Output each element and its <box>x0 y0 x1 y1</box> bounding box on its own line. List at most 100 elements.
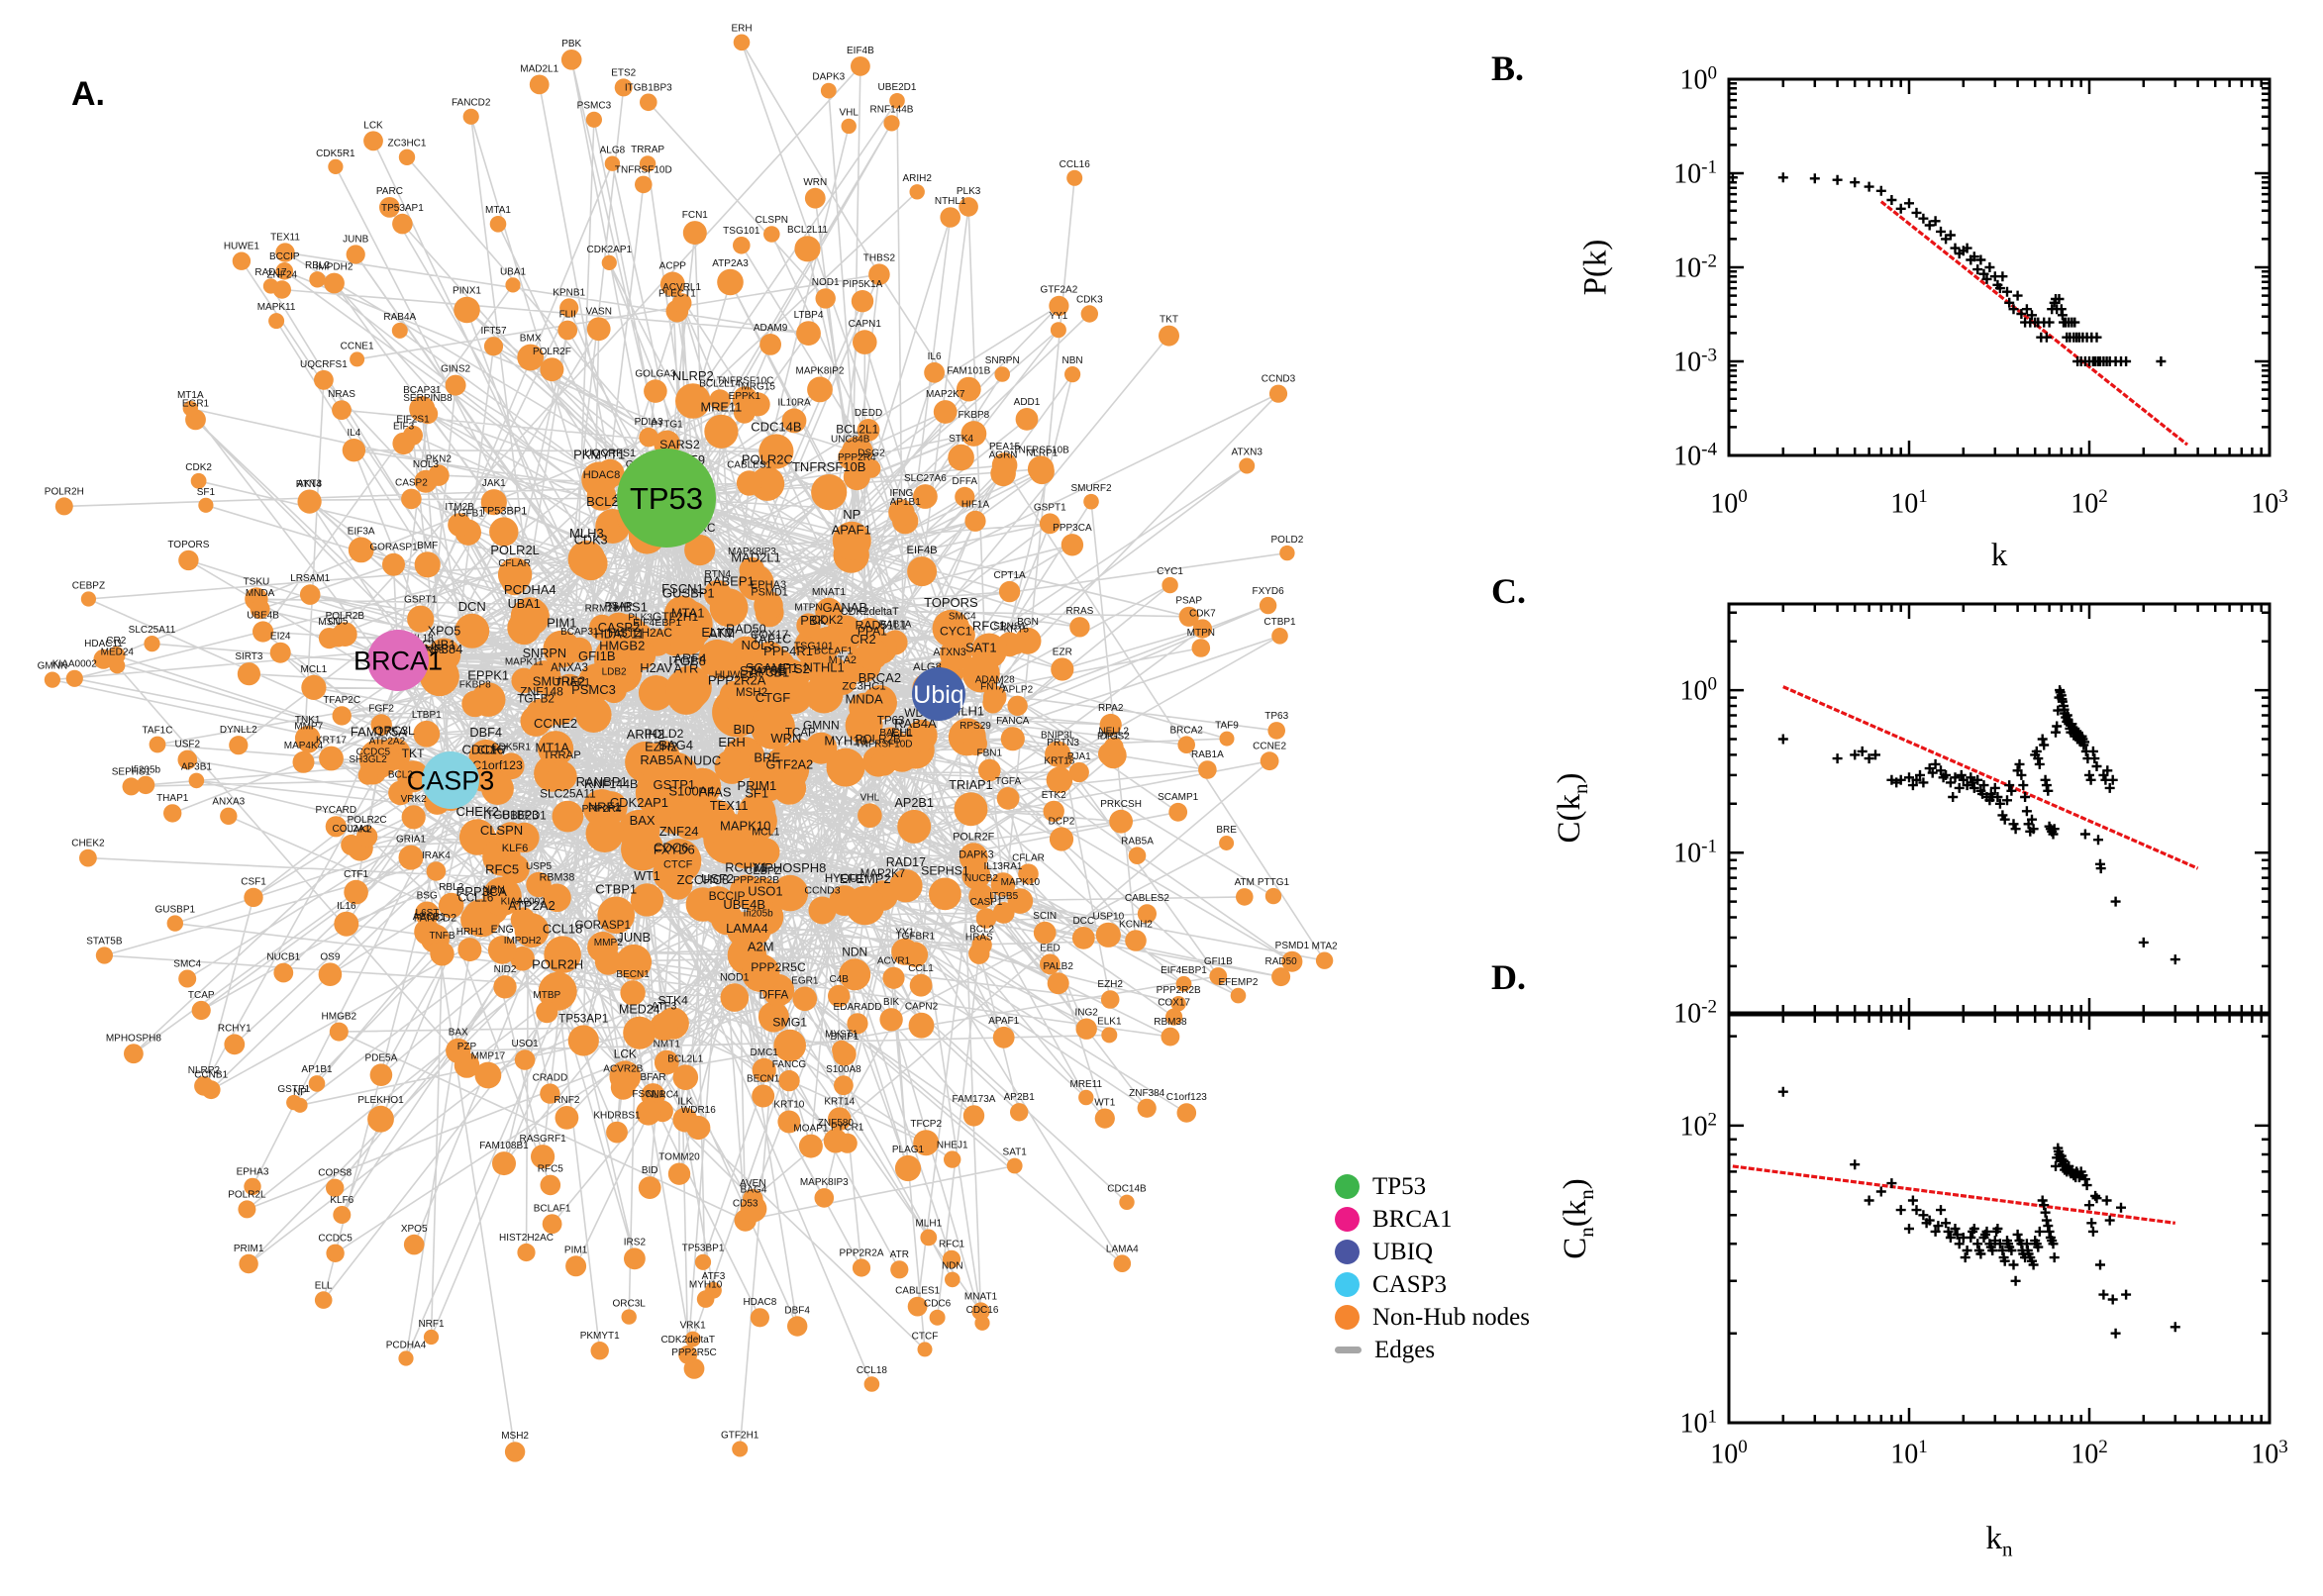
network-node[interactable] <box>401 805 426 830</box>
network-node[interactable] <box>1060 534 1084 556</box>
network-node[interactable] <box>237 662 260 686</box>
network-node[interactable] <box>665 667 710 712</box>
network-node[interactable] <box>1219 731 1235 747</box>
network-node[interactable] <box>273 962 294 983</box>
network-node[interactable] <box>796 321 821 346</box>
network-node[interactable] <box>1128 847 1147 864</box>
network-node[interactable] <box>851 56 870 76</box>
network-node[interactable] <box>552 800 584 833</box>
network-node[interactable] <box>1236 888 1254 906</box>
network-node[interactable] <box>839 958 871 991</box>
network-node[interactable] <box>495 822 527 853</box>
network-node[interactable] <box>733 34 751 51</box>
network-node[interactable] <box>852 1258 871 1277</box>
network-node[interactable] <box>342 439 366 462</box>
network-node[interactable] <box>482 876 522 917</box>
network-node[interactable] <box>1279 545 1295 561</box>
network-node[interactable] <box>751 705 795 749</box>
network-node[interactable] <box>1119 1194 1135 1211</box>
network-node[interactable] <box>738 793 776 832</box>
network-node[interactable] <box>1095 922 1121 948</box>
network-node[interactable] <box>597 896 635 935</box>
network-node[interactable] <box>913 1130 940 1156</box>
network-node[interactable] <box>933 400 958 424</box>
network-node[interactable] <box>829 885 860 916</box>
network-node[interactable] <box>630 883 664 917</box>
network-node[interactable] <box>1101 1027 1118 1044</box>
network-node[interactable] <box>413 720 441 748</box>
network-node[interactable] <box>694 1253 712 1270</box>
network-node[interactable] <box>250 599 270 620</box>
network-node[interactable] <box>826 748 865 787</box>
network-node[interactable] <box>565 1255 587 1277</box>
network-node[interactable] <box>601 677 627 704</box>
network-node[interactable] <box>752 1084 775 1108</box>
network-node[interactable] <box>239 1253 258 1274</box>
network-node[interactable] <box>714 748 750 784</box>
network-node[interactable] <box>1176 1103 1197 1123</box>
network-node[interactable] <box>749 877 778 907</box>
network-node[interactable] <box>582 789 621 827</box>
network-node[interactable] <box>1267 722 1285 740</box>
network-node[interactable] <box>758 434 794 469</box>
network-node[interactable] <box>991 452 1018 478</box>
network-node[interactable] <box>678 1345 698 1364</box>
network-node[interactable] <box>1046 766 1073 794</box>
network-node[interactable] <box>616 944 653 980</box>
network-node[interactable] <box>709 389 731 411</box>
network-node[interactable] <box>942 1249 961 1268</box>
network-node[interactable] <box>414 918 441 946</box>
network-node[interactable] <box>614 78 633 97</box>
network-node[interactable] <box>1159 325 1179 347</box>
network-node[interactable] <box>1315 951 1334 969</box>
network-node[interactable] <box>517 1243 536 1262</box>
network-node[interactable] <box>308 1075 326 1092</box>
network-node[interactable] <box>638 1176 661 1199</box>
network-node[interactable] <box>1047 972 1069 995</box>
network-node[interactable] <box>1192 619 1213 639</box>
network-node[interactable] <box>841 118 857 135</box>
network-node[interactable] <box>804 674 844 714</box>
network-node[interactable] <box>483 337 504 356</box>
network-node[interactable] <box>1083 493 1099 510</box>
network-node[interactable] <box>624 1247 646 1270</box>
network-node[interactable] <box>686 1115 711 1141</box>
network-node[interactable] <box>1264 887 1282 905</box>
network-node[interactable] <box>971 935 992 955</box>
network-node[interactable] <box>1051 657 1074 681</box>
network-node[interactable] <box>781 408 807 434</box>
network-node[interactable] <box>982 685 1007 710</box>
network-node[interactable] <box>772 771 807 805</box>
network-node[interactable] <box>971 1302 990 1321</box>
network-node[interactable] <box>1006 1157 1023 1174</box>
network-node[interactable] <box>636 1100 661 1126</box>
network-node[interactable] <box>332 622 357 647</box>
network-node[interactable] <box>505 277 521 293</box>
network-node[interactable] <box>567 541 606 578</box>
network-node[interactable] <box>510 597 550 637</box>
network-node[interactable] <box>667 1162 691 1185</box>
network-node[interactable] <box>487 936 517 964</box>
network-node[interactable] <box>398 845 424 870</box>
network-node[interactable] <box>301 674 327 701</box>
network-node[interactable] <box>752 838 780 866</box>
network-node[interactable] <box>220 807 238 825</box>
network-node[interactable] <box>1191 639 1211 657</box>
network-node[interactable] <box>460 904 491 936</box>
network-node[interactable] <box>639 155 656 172</box>
network-node[interactable] <box>1049 295 1069 316</box>
network-node[interactable] <box>758 1001 789 1033</box>
network-node[interactable] <box>144 636 160 652</box>
network-node[interactable] <box>1109 809 1133 834</box>
network-node[interactable] <box>804 187 826 209</box>
network-node[interactable] <box>232 251 252 270</box>
network-node[interactable] <box>1078 1089 1094 1106</box>
network-node[interactable] <box>286 1094 302 1111</box>
network-node[interactable] <box>1219 836 1235 850</box>
network-node[interactable] <box>492 1151 516 1176</box>
network-node[interactable] <box>328 158 344 174</box>
network-node[interactable] <box>843 463 870 491</box>
network-node[interactable] <box>401 488 422 510</box>
network-node[interactable] <box>883 115 900 132</box>
network-node[interactable] <box>370 714 392 736</box>
